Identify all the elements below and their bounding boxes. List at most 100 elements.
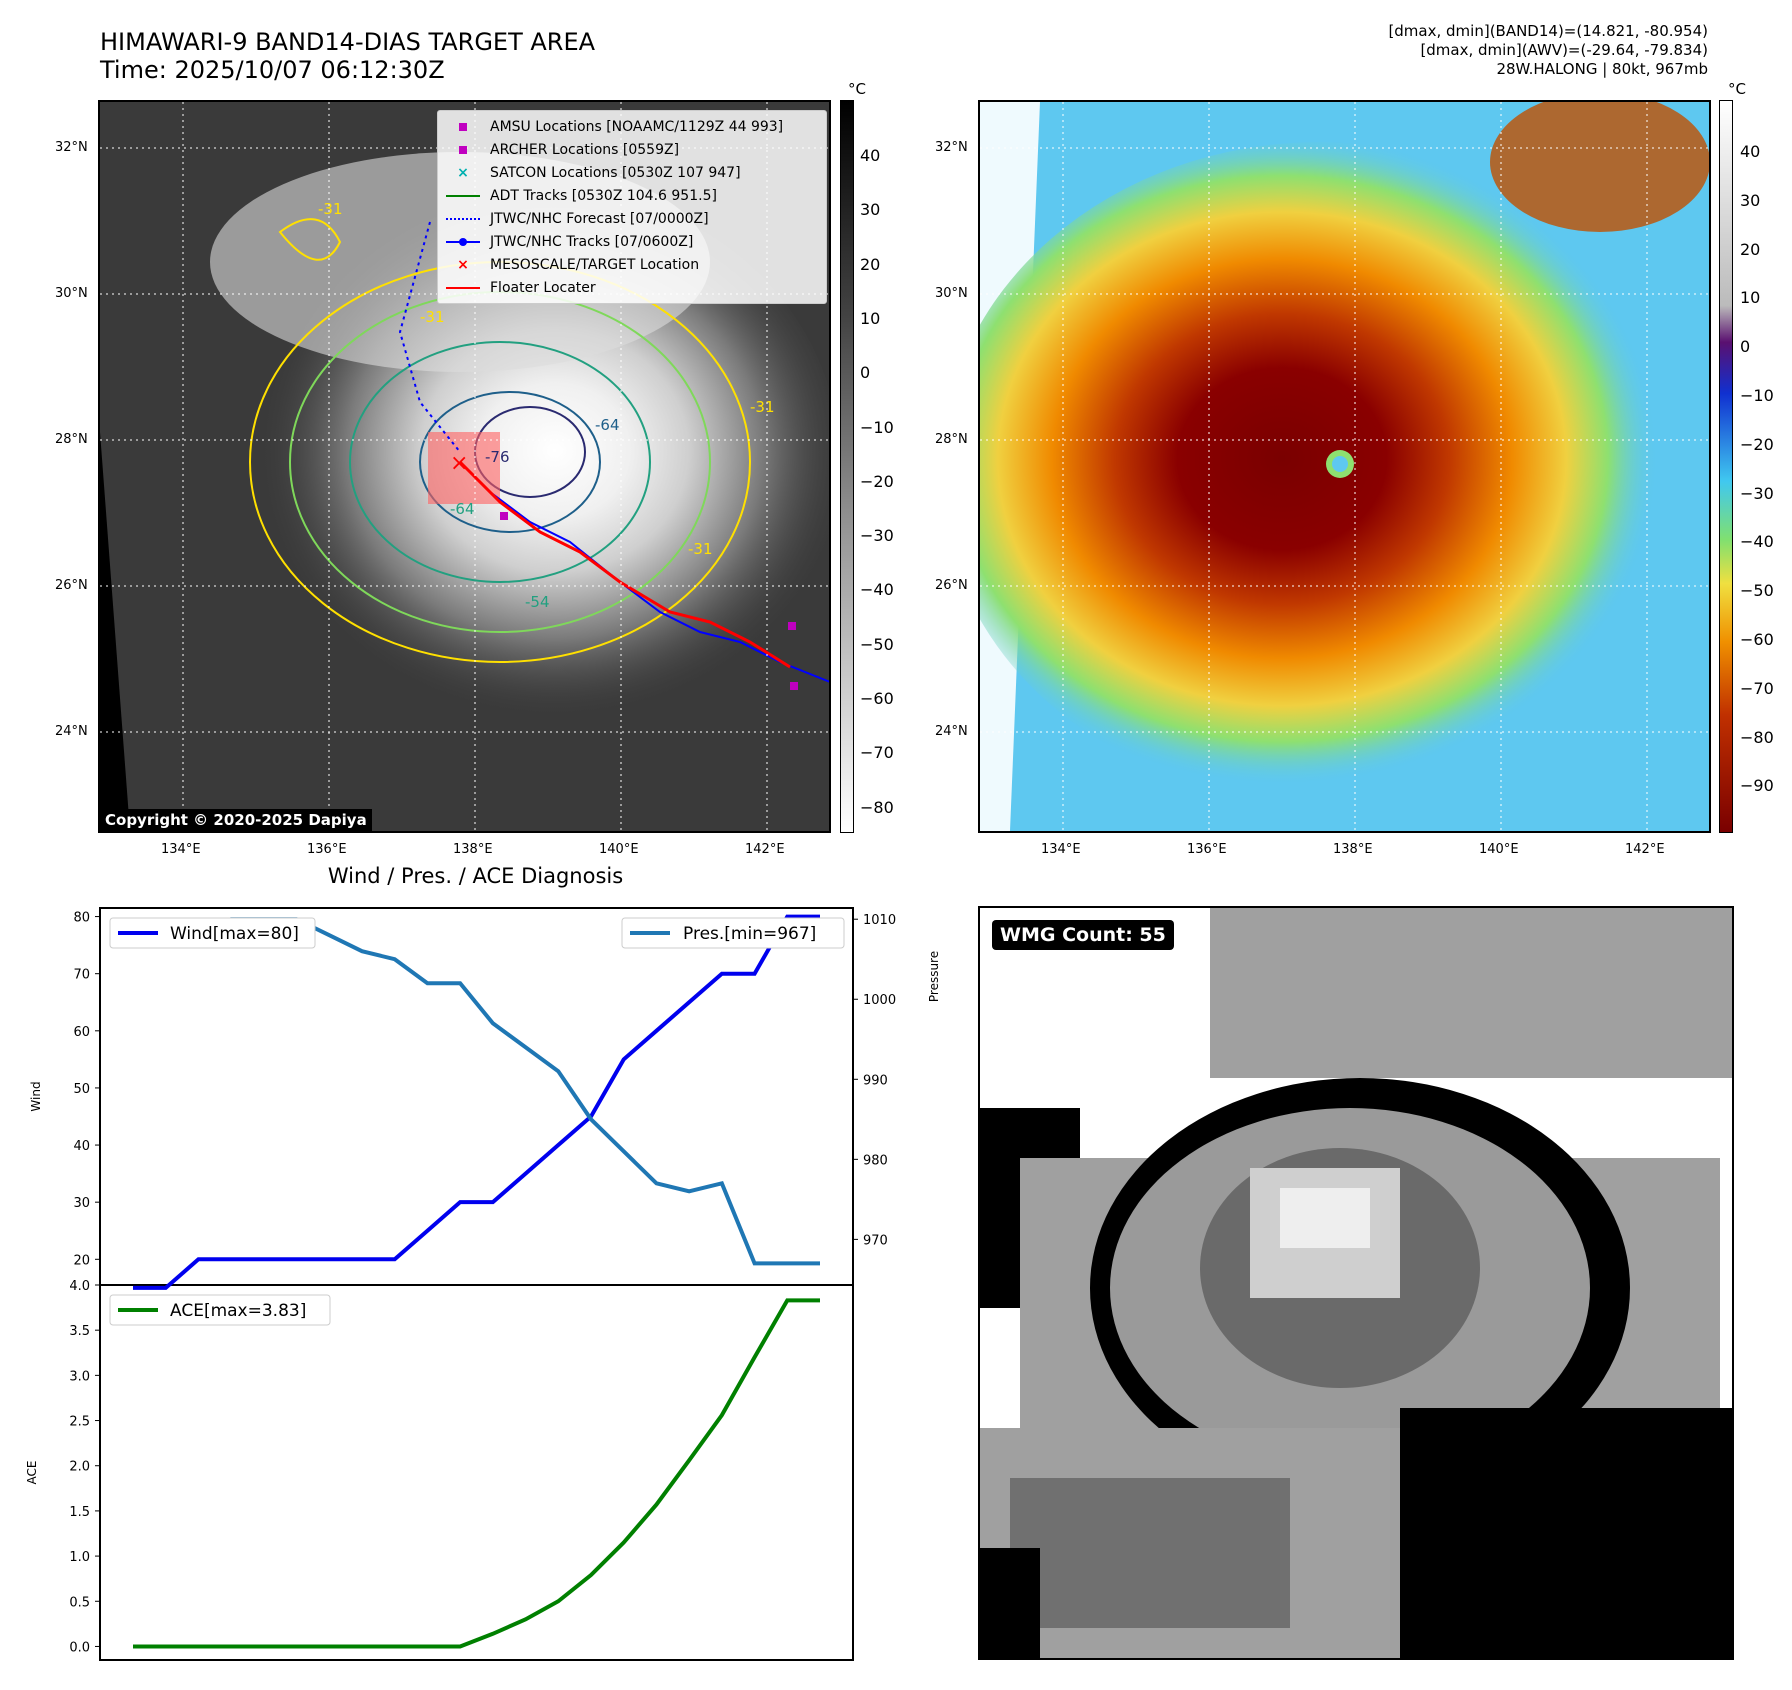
pressure-ytick-label: 1000 — [863, 993, 896, 1008]
info-line-3: 28W.HALONG | 80kt, 967mb — [1496, 60, 1708, 78]
colorbar-tick-label: −40 — [1740, 532, 1774, 552]
pressure-series-line — [133, 917, 820, 1266]
title-line-2: Time: 2025/10/07 06:12:30Z — [100, 56, 445, 84]
wind-ytick-label: 20 — [73, 1253, 90, 1268]
ace-ytick-label: 1.0 — [69, 1550, 90, 1565]
square-marker-icon — [446, 143, 480, 157]
legend-label: Floater Locater — [490, 279, 596, 296]
lat-label: 28°N — [55, 432, 88, 447]
track-legend: AMSU Locations [NOAAMC/1129Z 44 993] ARC… — [437, 110, 827, 304]
lon-label: 138°E — [1333, 842, 1373, 857]
wmg-cell-black-bl — [980, 1548, 1040, 1658]
ace-ytick-label: 1.5 — [69, 1505, 90, 1520]
ace-ytick-label: 4.0 — [69, 1279, 90, 1294]
contour-label-8: -31 — [318, 200, 343, 218]
colorbar-unit: °C — [848, 80, 866, 98]
legend-item-archer: ARCHER Locations [0559Z] — [446, 138, 818, 161]
colorbar-tick-label: −50 — [1740, 581, 1774, 601]
forecast-track — [398, 221, 461, 453]
lon-label: 142°E — [1625, 842, 1665, 857]
contour-label-5: -31 — [688, 540, 713, 558]
ace-ytick-label: 2.5 — [69, 1415, 90, 1430]
amsu-marker — [500, 512, 508, 520]
black-edge — [100, 432, 130, 831]
legend-item-amsu: AMSU Locations [NOAAMC/1129Z 44 993] — [446, 115, 818, 138]
colorbar-tick-label: −90 — [1740, 776, 1774, 796]
colorbar-tick-label: 30 — [860, 200, 881, 220]
wind-ytick-label: 70 — [73, 968, 90, 983]
legend-item-adt: ADT Tracks [0530Z 104.6 951.5] — [446, 184, 818, 207]
wind-ytick-label: 40 — [73, 1139, 90, 1154]
colorbar-tick-label: 10 — [1740, 288, 1761, 308]
lat-label: 24°N — [935, 724, 968, 739]
contour-ring-teal — [349, 341, 651, 583]
colorbar-tick-label: 30 — [1740, 190, 1761, 210]
lat-label: 32°N — [55, 140, 88, 155]
legend-label: JTWC/NHC Tracks [07/0600Z] — [490, 233, 694, 250]
square-marker-icon — [446, 120, 480, 134]
ace-legend-box — [109, 1294, 331, 1326]
colorbar-tick-label: −40 — [860, 580, 894, 600]
contour-label-6: -31 — [420, 308, 445, 326]
lon-label: 140°E — [599, 842, 639, 857]
pressure-legend-label: Pres.[min=967] — [683, 924, 816, 944]
legend-label: AMSU Locations [NOAAMC/1129Z 44 993] — [490, 118, 784, 135]
legend-label: ADT Tracks [0530Z 104.6 951.5] — [490, 187, 717, 204]
wmg-cell-black-br — [1400, 1408, 1732, 1658]
lat-label: 26°N — [935, 578, 968, 593]
ace-legend-label: ACE[max=3.83] — [170, 1301, 306, 1321]
lat-label: 30°N — [935, 286, 968, 301]
legend-label: MESOSCALE/TARGET Location — [490, 256, 700, 273]
colorbar-tick-label: −20 — [1740, 434, 1774, 454]
pressure-axis-label: Pressure — [927, 951, 941, 1002]
colorbar-tick-label: 0 — [1740, 337, 1751, 357]
color-gridlines — [980, 102, 1709, 831]
colorbar-tick-label: 40 — [860, 146, 881, 165]
wind-legend-label: Wind[max=80] — [170, 924, 299, 944]
line-icon — [446, 189, 480, 203]
wind-ytick-label: 50 — [73, 1082, 90, 1097]
colorbar-tick-label: −20 — [860, 471, 894, 491]
title-line-1: HIMAWARI-9 BAND14-DIAS TARGET AREA — [100, 28, 596, 56]
ace-ytick-label: 0.0 — [69, 1640, 90, 1655]
wmg-eye-white — [1280, 1188, 1370, 1248]
contour-label-7: -31 — [750, 398, 775, 416]
lat-label: 32°N — [935, 140, 968, 155]
x-marker-icon: × — [457, 256, 469, 273]
info-line-2: [dmax, dmin](AWV)=(-29.64, -79.834) — [1420, 41, 1708, 59]
chart-title: HIMAWARI-9 BAND14-DIAS TARGET AREA Time:… — [100, 28, 595, 84]
lon-label: 136°E — [1187, 842, 1227, 857]
wmg-count-label: WMG Count: 55 — [992, 920, 1174, 950]
legend-item-forecast: JTWC/NHC Forecast [07/0000Z] — [446, 207, 818, 230]
ace-panel-frame — [99, 1284, 854, 1661]
ace-axis-label: ACE — [25, 1461, 39, 1485]
lon-label: 134°E — [1041, 842, 1081, 857]
contour-label-4: -54 — [525, 593, 550, 611]
colorbar-tick-label: −50 — [860, 634, 894, 654]
contour-island — [278, 218, 342, 261]
color-colorbar — [1719, 100, 1733, 833]
wind-ytick-label: 30 — [73, 1196, 90, 1211]
lat-label: 26°N — [55, 578, 88, 593]
colorbar-unit: °C — [1728, 80, 1746, 98]
colorbar-tick-label: 0 — [860, 363, 871, 383]
color-map-svg — [980, 102, 1709, 831]
colorbar-tick-label: −60 — [860, 689, 894, 708]
pressure-ytick-label: 990 — [863, 1073, 888, 1088]
eye-center — [1332, 456, 1348, 472]
contour-ring-blue — [419, 391, 601, 533]
pressure-ytick-label: 980 — [863, 1153, 888, 1168]
ace-ytick-label: 3.0 — [69, 1369, 90, 1384]
wmg-cell-dark-bl — [1010, 1478, 1290, 1628]
colorbar-tick-label: −60 — [1740, 630, 1774, 649]
mesoscale-marker: × — [450, 451, 468, 476]
colorbar-tick-label: −80 — [1740, 727, 1774, 747]
ace-ytick-label: 3.5 — [69, 1324, 90, 1339]
jtwc-track — [459, 461, 829, 683]
pressure-legend-box — [621, 917, 845, 949]
colorbar-tick-label: −10 — [1740, 386, 1774, 405]
pressure-ytick-label: 1010 — [863, 913, 896, 928]
legend-label: SATCON Locations [0530Z 107 947] — [490, 164, 741, 181]
legend-item-tracks: JTWC/NHC Tracks [07/0600Z] — [446, 230, 818, 253]
legend-item-satcon: × SATCON Locations [0530Z 107 947] — [446, 161, 818, 184]
